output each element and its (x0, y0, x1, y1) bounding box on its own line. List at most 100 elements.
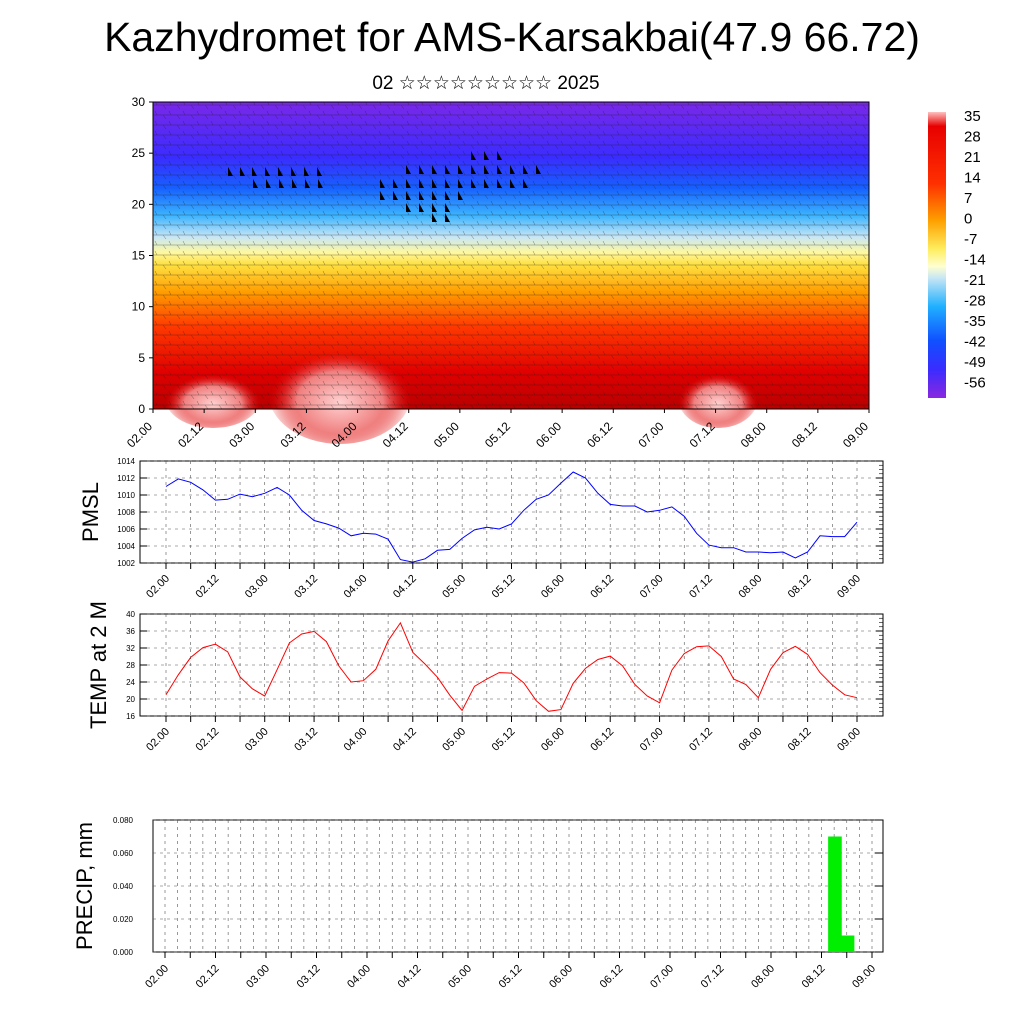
wind-flag (266, 179, 271, 188)
wind-flag (458, 179, 463, 188)
precip-y-axis: 0.080 0.060 0.040 0.020 0.000 (113, 816, 883, 957)
wind-barbs (153, 102, 869, 409)
wind-flag (406, 179, 411, 188)
x-tick-label: 07.00 (638, 573, 666, 601)
wind-flag (497, 179, 502, 188)
colorbar-label: -14 (964, 252, 986, 269)
x-tick-label: 08.00 (749, 963, 777, 991)
x-tick-label: 03.00 (243, 726, 271, 754)
colorbar-scale (928, 112, 946, 398)
y-tick-label: 16 (126, 712, 135, 721)
x-tick-label: 07.00 (638, 726, 666, 754)
wind-flag (419, 203, 424, 212)
y-tick-label: 36 (126, 627, 135, 636)
x-tick-label: 06.12 (588, 726, 616, 754)
colorbar-label: 14 (964, 170, 981, 187)
wind-flag (380, 191, 385, 200)
colorbar-label: 28 (964, 129, 981, 146)
wind-flag (484, 165, 489, 174)
colorbar-label: -28 (964, 293, 986, 310)
x-tick-label: 05.00 (440, 573, 468, 601)
wind-flags (228, 151, 541, 222)
temp-x-axis: 02.00 02.12 03.00 03.12 04.00 04.12 05.00 05.12… (144, 716, 863, 754)
wind-flag (445, 165, 450, 174)
cs-x-tick-label: 09.00 (840, 419, 871, 450)
cross-section-y-axis: 0 5 10 15 20 25 30 (132, 95, 153, 416)
x-tick-label: 07.12 (687, 726, 715, 754)
chart-title: Kazhydromet for AMS-Karsakbai(47.9 66.72… (104, 14, 920, 60)
colorbar-label: 7 (964, 190, 972, 207)
x-tick-label: 07.12 (687, 573, 715, 601)
cs-x-tick-label: 08.12 (789, 419, 820, 450)
wind-flag (240, 167, 245, 176)
wind-flag (228, 167, 233, 176)
x-tick-label: 03.00 (244, 963, 272, 991)
y-tick-label: 32 (126, 644, 135, 653)
wind-flag (471, 165, 476, 174)
x-tick-label: 06.00 (547, 963, 575, 991)
wind-flag (445, 191, 450, 200)
x-tick-label: 06.00 (539, 573, 567, 601)
x-tick-label: 04.12 (396, 963, 424, 991)
y-tick-label: 0.060 (113, 849, 134, 858)
cs-x-tick-label: 07.00 (635, 419, 666, 450)
pmsl-y-label: PMSL (78, 482, 103, 542)
wind-flag (380, 179, 385, 188)
x-tick-label: 07.00 (648, 963, 676, 991)
x-tick-label: 09.00 (835, 573, 863, 601)
wind-flag (432, 165, 437, 174)
wind-flag (252, 167, 257, 176)
wind-flag (393, 179, 398, 188)
x-tick-label: 08.12 (786, 573, 814, 601)
wind-flag (484, 151, 489, 160)
temp-y-axis: 40 36 32 28 24 20 16 (126, 610, 883, 721)
x-tick-label: 02.12 (194, 963, 222, 991)
wind-flag (279, 179, 284, 188)
y-tick-label: 1014 (117, 457, 135, 466)
wind-flag (432, 179, 437, 188)
colorbar-label: -56 (964, 375, 986, 392)
y-tick-label: 28 (126, 661, 135, 670)
x-tick-label: 02.12 (194, 573, 222, 601)
temp-series-line (165, 621, 858, 712)
x-tick-label: 07.12 (699, 963, 727, 991)
wind-flag (510, 179, 515, 188)
x-tick-label: 05.12 (490, 726, 518, 754)
colorbar-label: -42 (964, 334, 986, 351)
wind-flag (536, 165, 541, 174)
cs-y-tick-label: 25 (132, 146, 146, 160)
precip-panel: 0.080 0.060 0.040 0.020 0.000 02.00 02.12 03.0… (72, 816, 884, 991)
colorbar-label: 35 (964, 108, 981, 125)
x-tick-label: 05.00 (440, 726, 468, 754)
y-tick-label: 1006 (117, 525, 135, 534)
wind-flag (458, 191, 463, 200)
wind-flag (305, 179, 310, 188)
wind-flag (497, 151, 502, 160)
cs-x-tick-label: 05.00 (431, 419, 462, 450)
y-tick-label: 1002 (117, 559, 135, 568)
pmsl-x-axis: 02.00 02.12 03.00 03.12 04.00 04.12 05.00 05.12… (144, 563, 863, 601)
wind-flag (523, 179, 528, 188)
wind-flag (445, 213, 450, 222)
wind-flag (510, 165, 515, 174)
precip-grid (153, 819, 883, 953)
x-tick-label: 05.00 (446, 963, 474, 991)
y-tick-label: 1004 (117, 542, 135, 551)
temp-grid (140, 613, 883, 717)
temp-y-label: TEMP at 2 M (86, 601, 111, 729)
x-tick-label: 04.00 (342, 726, 370, 754)
cs-x-tick-label: 06.00 (533, 419, 564, 450)
cs-x-tick-label: 05.12 (482, 419, 513, 450)
y-tick-label: 0.020 (113, 915, 134, 924)
wind-flag (291, 167, 296, 176)
pmsl-series-line (165, 471, 858, 563)
y-tick-label: 0.000 (113, 948, 134, 957)
wind-flag (432, 191, 437, 200)
wind-flag (419, 191, 424, 200)
wind-flag (419, 165, 424, 174)
x-tick-label: 03.12 (295, 963, 323, 991)
wind-flag (445, 179, 450, 188)
wind-flag (445, 203, 450, 212)
x-tick-label: 04.12 (391, 573, 419, 601)
